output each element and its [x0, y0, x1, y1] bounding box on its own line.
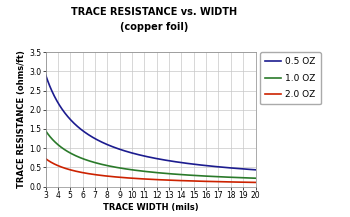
1.0 OZ [43, 129, 48, 132]
Text: TRACE RESISTANCE vs. WIDTH: TRACE RESISTANCE vs. WIDTH [71, 7, 237, 16]
Line: 2.0 OZ: 2.0 OZ [46, 159, 256, 182]
1.0 OZ [253, 177, 258, 179]
2.0 OZ [248, 181, 253, 184]
0.5 OZ [145, 155, 149, 158]
2.0 OZ [157, 178, 161, 181]
0.5 OZ [43, 73, 48, 76]
2.0 OZ [253, 181, 258, 184]
2.0 OZ [143, 178, 147, 180]
X-axis label: TRACE WIDTH (mils): TRACE WIDTH (mils) [103, 202, 198, 212]
0.5 OZ [168, 160, 173, 162]
2.0 OZ [145, 178, 149, 180]
2.0 OZ [216, 180, 220, 183]
0.5 OZ [157, 158, 161, 160]
1.0 OZ [248, 177, 253, 179]
0.5 OZ [253, 168, 258, 171]
0.5 OZ [248, 168, 253, 171]
1.0 OZ [157, 171, 161, 174]
2.0 OZ [168, 179, 173, 181]
1.0 OZ [168, 173, 173, 175]
Y-axis label: TRACE RESISTANCE (ohms/ft): TRACE RESISTANCE (ohms/ft) [18, 50, 27, 188]
Legend: 0.5 OZ, 1.0 OZ, 2.0 OZ: 0.5 OZ, 1.0 OZ, 2.0 OZ [260, 52, 321, 104]
1.0 OZ [216, 175, 220, 178]
0.5 OZ [143, 155, 147, 158]
0.5 OZ [216, 165, 220, 168]
Text: (copper foil): (copper foil) [120, 22, 188, 32]
1.0 OZ [145, 170, 149, 173]
Line: 1.0 OZ: 1.0 OZ [46, 131, 256, 178]
1.0 OZ [143, 170, 147, 173]
Line: 0.5 OZ: 0.5 OZ [46, 74, 256, 170]
2.0 OZ [43, 157, 48, 160]
